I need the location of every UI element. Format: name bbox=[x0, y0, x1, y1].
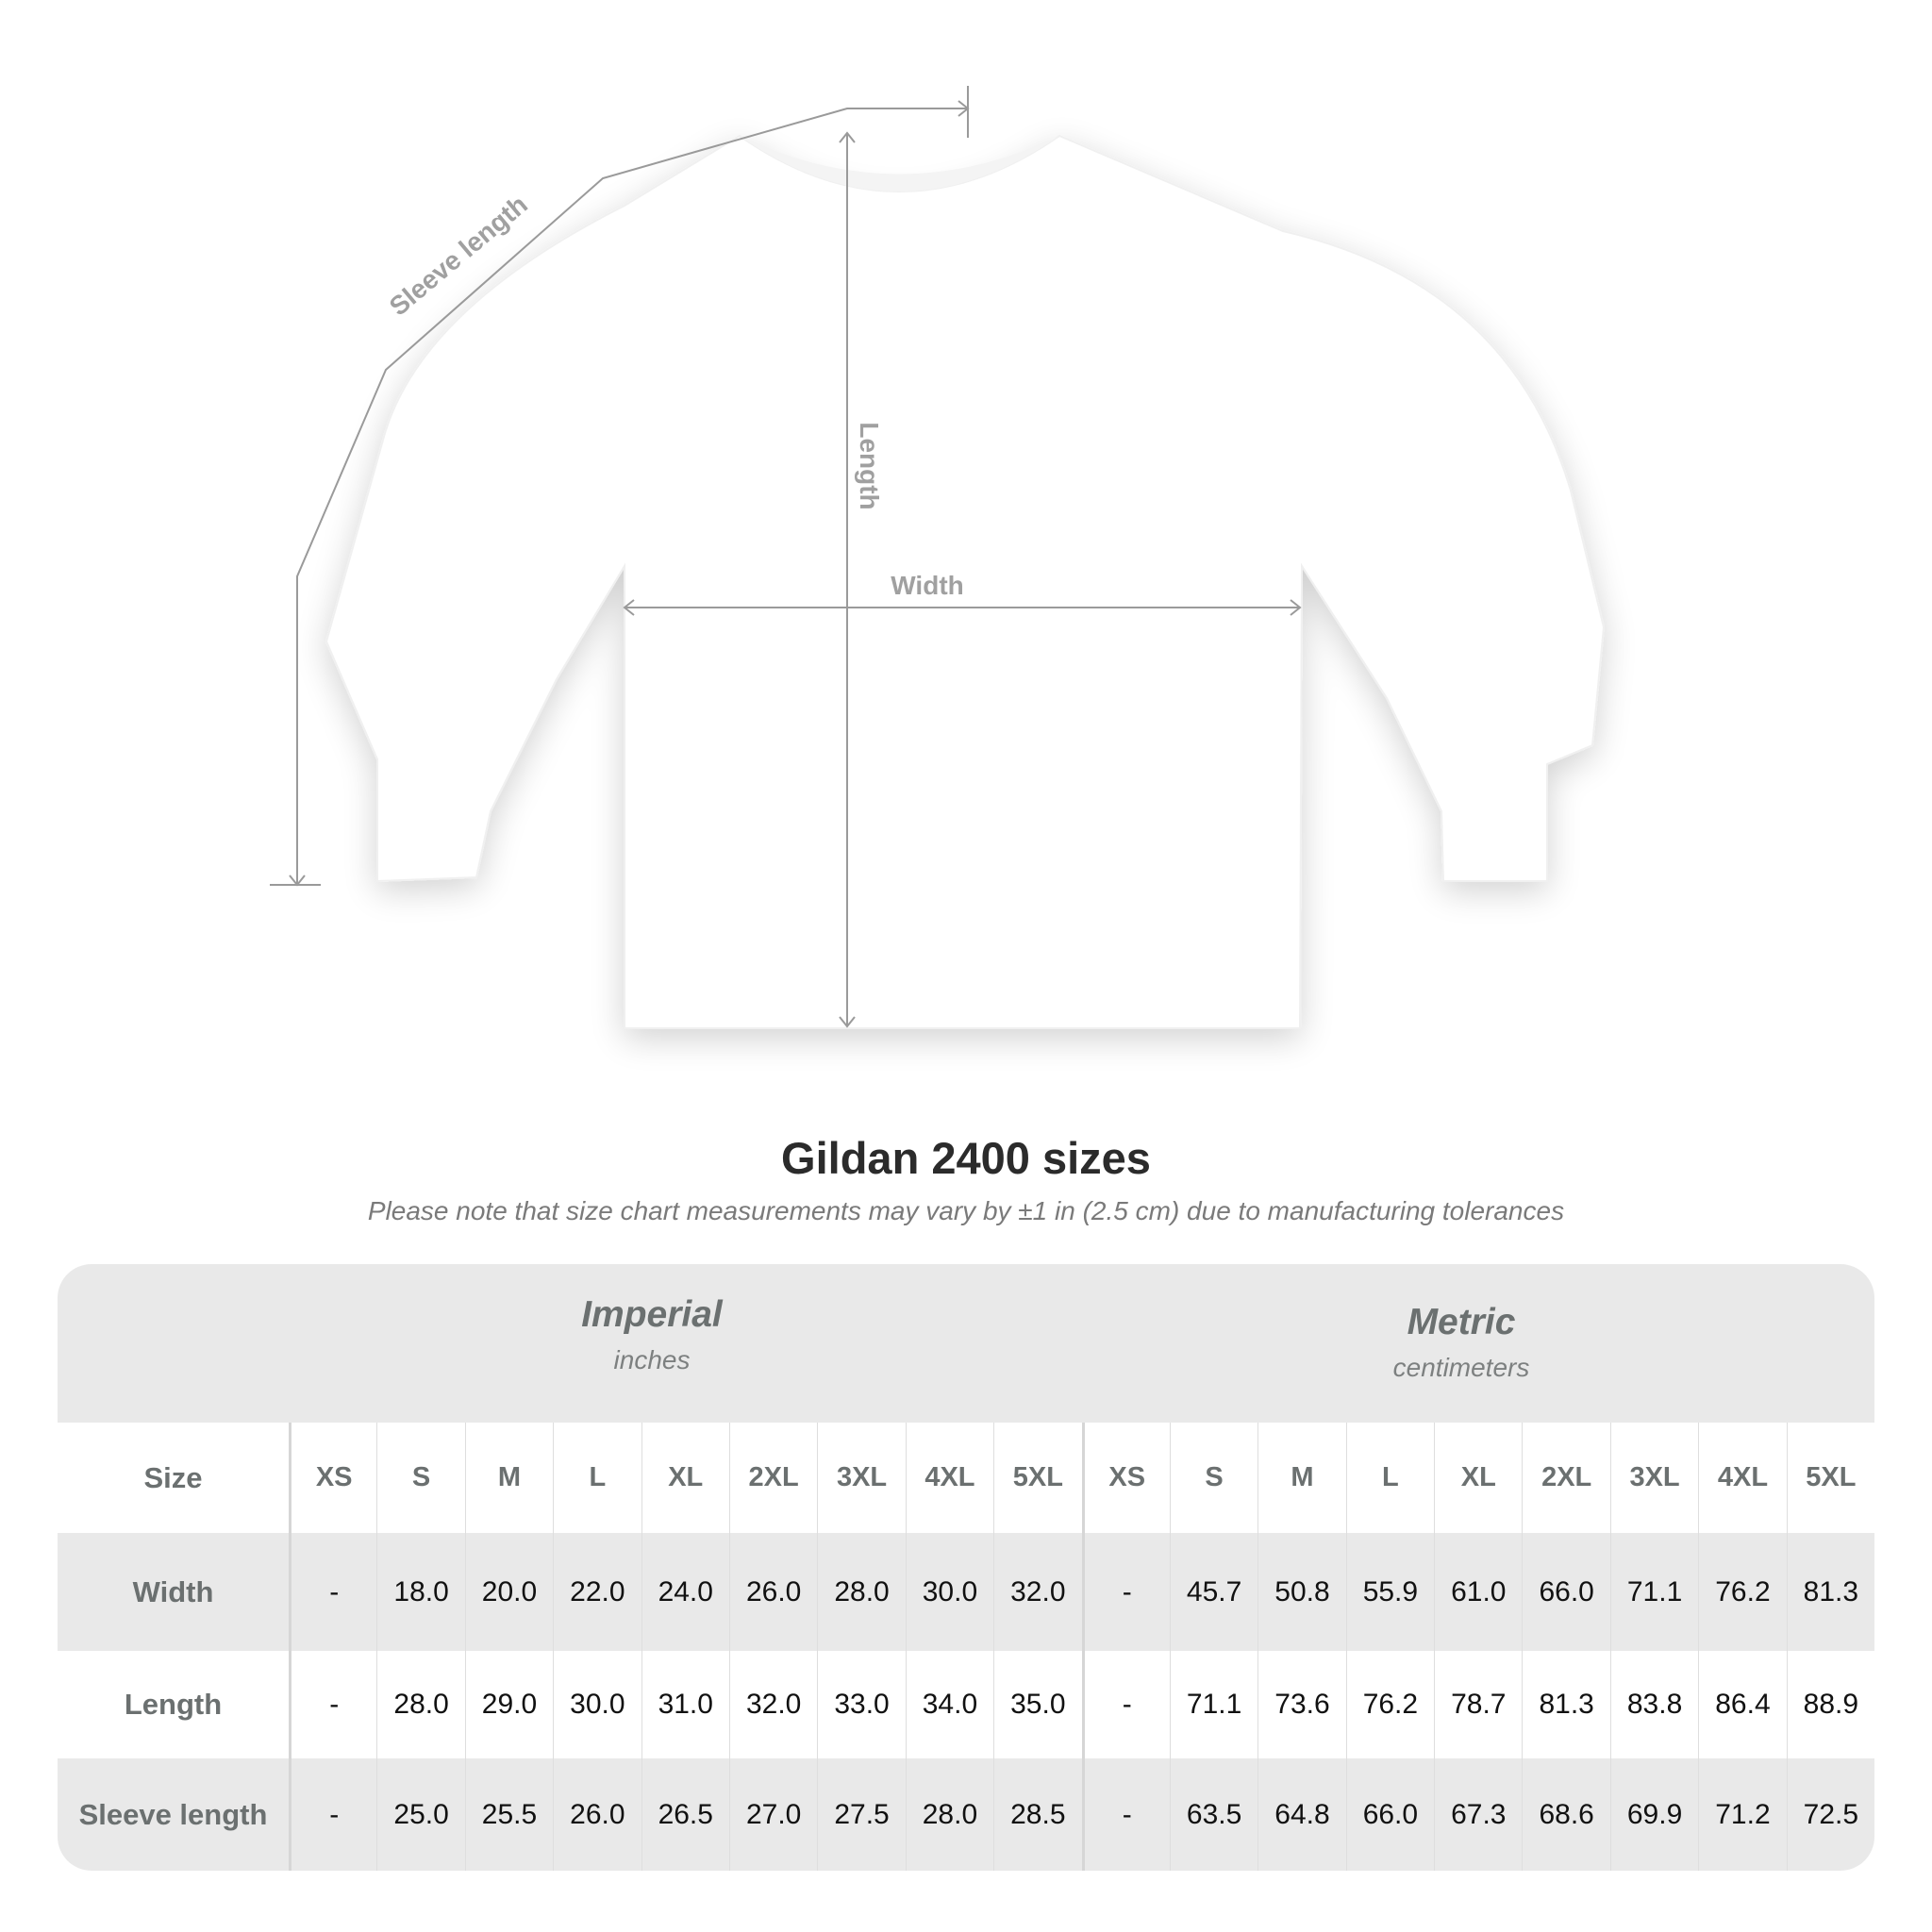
imperial-cell: 32.0 bbox=[728, 1651, 817, 1758]
imperial-size-header: XS bbox=[289, 1423, 376, 1533]
imperial-cell: 28.0 bbox=[905, 1758, 993, 1871]
metric-size-header: S bbox=[1169, 1423, 1257, 1533]
metric-unit: centimeters bbox=[1392, 1353, 1530, 1382]
imperial-cell: 34.0 bbox=[905, 1651, 993, 1758]
metric-cell: - bbox=[1081, 1533, 1170, 1651]
metric-size-header: M bbox=[1257, 1423, 1345, 1533]
size-header-row: Size XS S M L XL 2XL 3XL 4XL 5XL XS S M L XL 2XL 3XL 4XL 5… bbox=[58, 1423, 1874, 1533]
imperial-cell: 30.0 bbox=[553, 1651, 641, 1758]
table-header-band bbox=[58, 1264, 1874, 1423]
garment-diagram: Sleeve length Length Width bbox=[270, 86, 1606, 1029]
metric-cell: 63.5 bbox=[1169, 1758, 1257, 1871]
metric-cell: 78.7 bbox=[1434, 1651, 1522, 1758]
imperial-cell: 26.0 bbox=[553, 1758, 641, 1871]
collar bbox=[740, 136, 1059, 192]
metric-cell: 71.1 bbox=[1609, 1533, 1698, 1651]
imperial-cell: - bbox=[289, 1533, 376, 1651]
imperial-size-header: 4XL bbox=[905, 1423, 993, 1533]
table-row: Width -18.0 20.0 22.0 24.0 26.0 28.0 30.0 32.0-4… bbox=[58, 1533, 1874, 1651]
metric-cell: 72.5 bbox=[1786, 1758, 1874, 1871]
metric-cell: 76.2 bbox=[1345, 1651, 1434, 1758]
imperial-cell: - bbox=[289, 1758, 376, 1871]
metric-cell: 64.8 bbox=[1257, 1758, 1345, 1871]
imperial-cell: 28.0 bbox=[376, 1651, 464, 1758]
imperial-cell: 25.0 bbox=[376, 1758, 464, 1871]
row-label: Width bbox=[132, 1574, 214, 1608]
metric-cell: 67.3 bbox=[1434, 1758, 1522, 1871]
imperial-cell: 31.0 bbox=[641, 1651, 729, 1758]
metric-cell: 83.8 bbox=[1609, 1651, 1698, 1758]
row-label: Size bbox=[143, 1460, 203, 1494]
metric-cell: 50.8 bbox=[1257, 1533, 1345, 1651]
page-subtitle: Please note that size chart measurements… bbox=[367, 1196, 1565, 1225]
imperial-cell: 29.0 bbox=[464, 1651, 553, 1758]
imperial-cell: 33.0 bbox=[817, 1651, 905, 1758]
metric-title: Metric bbox=[1407, 1302, 1516, 1342]
imperial-cell: 28.0 bbox=[817, 1533, 905, 1651]
metric-size-header: XL bbox=[1434, 1423, 1522, 1533]
imperial-cell: 27.0 bbox=[728, 1758, 817, 1871]
metric-size-header: L bbox=[1345, 1423, 1434, 1533]
imperial-cell: 30.0 bbox=[905, 1533, 993, 1651]
imperial-cell: 35.0 bbox=[993, 1651, 1081, 1758]
width-label: Width bbox=[891, 571, 964, 600]
imperial-unit: inches bbox=[613, 1345, 691, 1374]
metric-cell: 55.9 bbox=[1345, 1533, 1434, 1651]
page-title: Gildan 2400 sizes bbox=[781, 1133, 1151, 1183]
imperial-size-header: XL bbox=[641, 1423, 729, 1533]
metric-cell: 45.7 bbox=[1169, 1533, 1257, 1651]
imperial-size-header: 2XL bbox=[728, 1423, 817, 1533]
row-label: Sleeve length bbox=[78, 1797, 268, 1831]
imperial-size-header: 3XL bbox=[817, 1423, 905, 1533]
metric-cell: 71.1 bbox=[1169, 1651, 1257, 1758]
metric-cell: 81.3 bbox=[1522, 1651, 1609, 1758]
row-label: Length bbox=[124, 1688, 223, 1721]
imperial-size-header: M bbox=[464, 1423, 553, 1533]
metric-cell: 73.6 bbox=[1257, 1651, 1345, 1758]
metric-cell: 68.6 bbox=[1522, 1758, 1609, 1871]
imperial-cell: 24.0 bbox=[641, 1533, 729, 1651]
imperial-cell: 22.0 bbox=[553, 1533, 641, 1651]
metric-cell: 69.9 bbox=[1609, 1758, 1698, 1871]
metric-cell: 86.4 bbox=[1698, 1651, 1786, 1758]
metric-header: Metric centimeters bbox=[1084, 1302, 1839, 1383]
metric-size-header: 5XL bbox=[1786, 1423, 1874, 1533]
table-row: Length -28.0 29.0 30.0 31.0 32.0 33.0 34.0 35.0-… bbox=[58, 1651, 1874, 1758]
sleeve-length-line bbox=[296, 108, 968, 885]
imperial-size-header: S bbox=[376, 1423, 464, 1533]
imperial-header: Imperial inches bbox=[275, 1294, 1029, 1375]
metric-cell: 76.2 bbox=[1698, 1533, 1786, 1651]
metric-size-header: 3XL bbox=[1609, 1423, 1698, 1533]
imperial-cell: 27.5 bbox=[817, 1758, 905, 1871]
metric-cell: 66.0 bbox=[1345, 1758, 1434, 1871]
metric-cell: 66.0 bbox=[1522, 1533, 1609, 1651]
imperial-size-header: L bbox=[553, 1423, 641, 1533]
imperial-cell: 20.0 bbox=[464, 1533, 553, 1651]
metric-size-header: 4XL bbox=[1698, 1423, 1786, 1533]
metric-cell: 71.2 bbox=[1698, 1758, 1786, 1871]
imperial-cell: 28.5 bbox=[993, 1758, 1081, 1871]
long-sleeve-shirt bbox=[325, 134, 1606, 1029]
table-row: Sleeve length -25.0 25.5 26.0 26.5 27.0 27.5 28… bbox=[58, 1758, 1874, 1871]
imperial-cell: 18.0 bbox=[376, 1533, 464, 1651]
imperial-cell: - bbox=[289, 1651, 376, 1758]
imperial-cell: 32.0 bbox=[993, 1533, 1081, 1651]
length-label: Length bbox=[855, 422, 884, 509]
imperial-cell: 26.5 bbox=[641, 1758, 729, 1871]
metric-cell: - bbox=[1081, 1651, 1170, 1758]
metric-size-header: 2XL bbox=[1522, 1423, 1609, 1533]
metric-cell: - bbox=[1081, 1758, 1170, 1871]
imperial-cell: 26.0 bbox=[728, 1533, 817, 1651]
measurement-lines bbox=[270, 86, 1302, 1028]
imperial-size-header: 5XL bbox=[993, 1423, 1081, 1533]
imperial-cell: 25.5 bbox=[464, 1758, 553, 1871]
metric-cell: 88.9 bbox=[1786, 1651, 1874, 1758]
metric-cell: 61.0 bbox=[1434, 1533, 1522, 1651]
imperial-title: Imperial bbox=[581, 1294, 723, 1335]
metric-cell: 81.3 bbox=[1786, 1533, 1874, 1651]
size-table: Imperial inches Metric centimeters Size X… bbox=[58, 1264, 1874, 1871]
metric-size-header: XS bbox=[1081, 1423, 1170, 1533]
